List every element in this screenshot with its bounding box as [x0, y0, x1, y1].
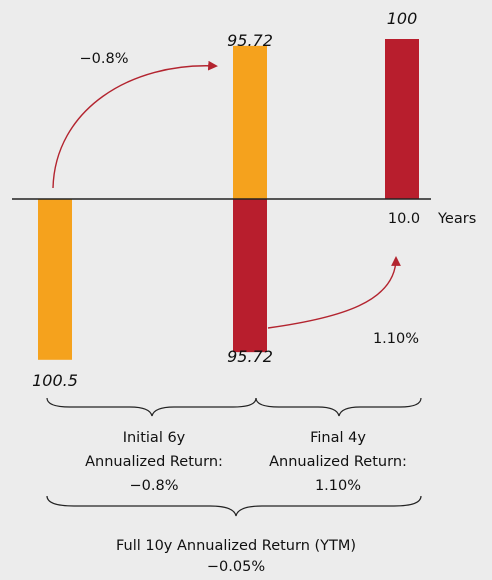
brace-final-4y	[255, 397, 422, 417]
value-label-final-price: 100	[387, 9, 418, 28]
arrow-label-final-return: 1.10%	[373, 331, 419, 347]
bars-group	[38, 39, 419, 360]
final-return-subtitle: Annualized Return:	[269, 454, 407, 470]
final-return-title: Final 4y	[310, 430, 366, 446]
full-return-title: Full 10y Annualized Return (YTM)	[116, 538, 356, 554]
bar-initial-price	[38, 199, 72, 360]
final-return-value: 1.10%	[315, 478, 361, 494]
arrow-final-return	[267, 256, 401, 329]
value-label-mid-price-top: 95.72	[227, 31, 273, 50]
bar-mid-price-up	[233, 45, 267, 200]
value-label-initial-price: 100.5	[32, 371, 78, 390]
brace-initial-6y	[46, 397, 257, 417]
initial-return-subtitle: Annualized Return:	[85, 454, 223, 470]
initial-return-value: −0.8%	[130, 478, 179, 494]
full-return-value: −0.05%	[207, 559, 265, 575]
bar-mid-price-down	[233, 199, 267, 353]
bar-final-price	[385, 39, 419, 199]
axis-unit-label: Years	[437, 211, 476, 227]
arrow-initial-return	[52, 60, 218, 189]
arrow-label-initial-return: −0.8%	[80, 51, 129, 67]
axis-tick-label: 10.0	[388, 211, 420, 227]
initial-return-title: Initial 6y	[123, 430, 186, 446]
value-label-mid-price-bottom: 95.72	[227, 347, 273, 366]
brace-full-10y	[46, 495, 422, 517]
